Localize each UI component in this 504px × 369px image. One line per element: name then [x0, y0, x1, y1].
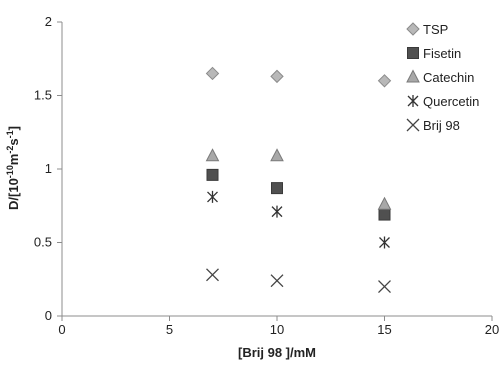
data-point-fisetin — [378, 208, 391, 221]
x-tick-label: 10 — [270, 322, 284, 337]
y-axis-ticks: 0 0.5 1 1.5 2 — [34, 14, 62, 323]
y-tick-label: 1.5 — [34, 88, 52, 103]
legend-marker-fisetin — [407, 47, 419, 59]
legend-marker-quercetin — [407, 95, 419, 107]
y-tick-label: 0.5 — [34, 235, 52, 250]
x-axis-title: [Brij 98 ]/mM — [238, 345, 316, 360]
data-point-tsp — [377, 74, 392, 88]
data-point-tsp — [205, 66, 220, 81]
legend-marker-catechin — [406, 69, 420, 83]
plot-area — [61, 22, 492, 317]
legend-label-brij-98: Brij 98 — [423, 118, 460, 133]
x-tick-label: 0 — [58, 322, 65, 337]
data-point-brij-98 — [378, 280, 391, 294]
y-axis-title-part: -10 — [5, 165, 15, 178]
data-point-fisetin — [206, 168, 219, 181]
data-points — [205, 66, 392, 294]
legend-label-tsp: TSP — [423, 22, 448, 37]
legend: TSP Fisetin Catechin Quercetin Brij 98 — [406, 22, 479, 133]
legend-label-catechin: Catechin — [423, 70, 474, 85]
data-point-catechin — [270, 148, 284, 162]
data-point-brij-98 — [270, 274, 284, 288]
y-axis-title-part: -1 — [5, 130, 15, 138]
data-point-quercetin — [379, 236, 390, 249]
y-axis-title-part: m — [6, 154, 21, 166]
x-axis-ticks: 0 5 10 15 20 — [58, 316, 499, 337]
legend-label-fisetin: Fisetin — [423, 46, 461, 61]
x-tick-label: 15 — [377, 322, 391, 337]
y-tick-label: 1 — [45, 161, 52, 176]
y-axis-title-part: D/[10 — [6, 178, 21, 210]
y-axis-title-part: s — [6, 138, 21, 145]
data-point-fisetin — [271, 182, 283, 195]
y-axis-title: D/[10-10m-2s-1] — [5, 126, 21, 210]
data-point-quercetin — [271, 205, 283, 218]
legend-marker-tsp — [406, 22, 420, 36]
data-point-catechin — [377, 196, 392, 210]
y-axis-title-part: ] — [6, 126, 21, 130]
x-tick-label: 20 — [485, 322, 499, 337]
data-point-catechin — [205, 148, 220, 162]
y-tick-label: 2 — [45, 14, 52, 29]
x-tick-label: 5 — [166, 322, 173, 337]
legend-label-quercetin: Quercetin — [423, 94, 479, 109]
data-point-tsp — [270, 69, 284, 84]
y-axis-title-part: -2 — [5, 146, 15, 154]
legend-marker-brij-98 — [406, 118, 420, 132]
data-point-brij-98 — [206, 268, 219, 282]
y-tick-label: 0 — [45, 308, 52, 323]
data-point-quercetin — [207, 190, 218, 203]
